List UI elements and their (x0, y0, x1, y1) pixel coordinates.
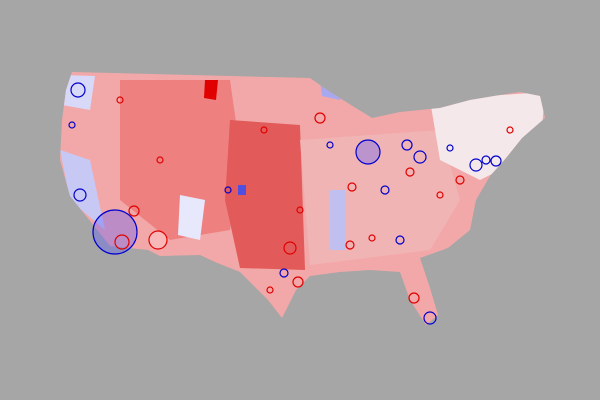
red-patch (204, 80, 218, 100)
blue-patch (238, 185, 246, 195)
marker (408, 292, 420, 304)
marker (405, 167, 415, 177)
marker (455, 175, 465, 185)
marker (70, 82, 86, 98)
marker (469, 158, 483, 172)
marker (283, 241, 297, 255)
blue-patch (178, 195, 205, 240)
blue-patch (330, 190, 345, 250)
marker (368, 234, 376, 242)
marker (355, 139, 381, 165)
west-region (120, 80, 240, 240)
marker (490, 155, 502, 167)
marker (266, 286, 274, 294)
marker (413, 150, 427, 164)
marker (114, 234, 130, 250)
marker (314, 112, 326, 124)
marker (446, 144, 454, 152)
marker (148, 230, 168, 250)
marker (481, 155, 491, 165)
marker (68, 121, 76, 129)
marker (260, 126, 268, 134)
marker (292, 276, 304, 288)
marker (401, 139, 413, 151)
markers (68, 82, 514, 325)
marker (92, 209, 138, 255)
marker (380, 185, 390, 195)
marker (347, 182, 357, 192)
plains-region (225, 120, 305, 270)
marker (116, 96, 124, 104)
marker (128, 205, 140, 217)
marker (326, 141, 334, 149)
marker (156, 156, 164, 164)
marker (224, 186, 232, 194)
marker (436, 191, 444, 199)
blue-patch (60, 75, 95, 110)
marker (506, 126, 514, 134)
marker (73, 188, 87, 202)
marker (345, 240, 355, 250)
marker (395, 235, 405, 245)
marker (423, 311, 437, 325)
marker (279, 268, 289, 278)
marker (296, 206, 304, 214)
